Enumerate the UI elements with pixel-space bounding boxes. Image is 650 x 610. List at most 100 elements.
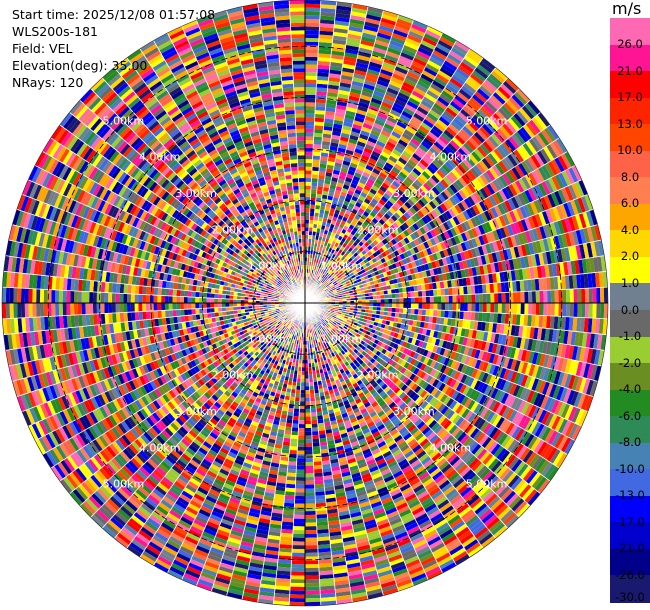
velocity-gate: [388, 335, 394, 342]
velocity-gate: [476, 340, 483, 351]
velocity-gate: [292, 545, 305, 550]
velocity-gate: [333, 312, 338, 316]
velocity-gate: [444, 303, 449, 311]
velocity-gate: [293, 412, 300, 417]
velocity-gate: [447, 333, 454, 343]
velocity-gate: [305, 397, 311, 402]
velocity-gate: [585, 332, 592, 349]
velocity-gate: [142, 311, 147, 321]
velocity-gate: [513, 359, 521, 373]
velocity-gate: [575, 361, 583, 377]
velocity-gate: [475, 303, 480, 313]
velocity-gate: [375, 314, 380, 319]
velocity-gate: [492, 353, 499, 366]
velocity-gate: [305, 420, 312, 425]
velocity-gate: [512, 336, 519, 348]
velocity-gate: [396, 322, 402, 329]
velocity-gate: [357, 303, 362, 306]
velocity-gate: [73, 303, 79, 316]
velocity-gate: [138, 311, 144, 321]
velocity-gate: [517, 373, 525, 386]
velocity-gate: [221, 298, 226, 303]
velocity-gate: [81, 303, 86, 315]
velocity-gate: [398, 339, 405, 347]
velocity-gate: [548, 328, 554, 343]
velocity-gate: [127, 284, 132, 294]
velocity-gate: [311, 423, 319, 428]
velocity-gate: [474, 359, 482, 370]
velocity-gate: [509, 347, 517, 359]
velocity-gate: [565, 303, 571, 317]
velocity-gate: [506, 369, 514, 382]
velocity-gate: [553, 342, 560, 357]
velocity-gate: [495, 354, 503, 367]
velocity-gate: [559, 387, 568, 403]
velocity-gate: [96, 292, 101, 303]
velocity-gate: [590, 364, 598, 381]
velocity-gate: [419, 347, 426, 356]
velocity-gate: [51, 303, 56, 317]
velocity-gate: [560, 372, 569, 388]
velocity-gate: [445, 325, 451, 334]
velocity-gate: [210, 303, 215, 308]
velocity-gate: [294, 503, 305, 508]
velocity-gate: [490, 332, 496, 344]
velocity-gate: [488, 352, 496, 364]
velocity-gate: [289, 446, 298, 451]
velocity-gate: [577, 393, 586, 409]
velocity-gate: [329, 311, 334, 314]
velocity-gate: [506, 346, 513, 358]
velocity-gate: [384, 307, 389, 312]
velocity-gate: [73, 290, 79, 303]
velocity-gate: [13, 287, 18, 303]
velocity-gate: [130, 303, 135, 313]
velocity-gate: [299, 401, 305, 406]
velocity-gate: [286, 476, 296, 481]
velocity-gate: [292, 529, 305, 535]
velocity-gate: [490, 303, 495, 313]
velocity-gate: [305, 590, 321, 595]
velocity-gate: [435, 346, 442, 355]
velocity-gate: [311, 419, 318, 425]
velocity-gate: [364, 309, 370, 314]
velocity-gate: [202, 297, 207, 303]
velocity-gate: [499, 355, 507, 368]
velocity-gate: [9, 287, 14, 303]
velocity-gate: [340, 314, 345, 318]
velocity-gate: [305, 461, 314, 466]
velocity-gate: [183, 303, 188, 310]
velocity-gate: [58, 303, 63, 316]
velocity-gate: [391, 326, 397, 333]
velocity-gate: [539, 303, 544, 316]
velocity-gate: [172, 309, 177, 317]
velocity-gate: [531, 377, 540, 392]
velocity-gate: [477, 350, 485, 361]
velocity-gate: [297, 439, 305, 444]
velocity-gate: [499, 367, 507, 380]
velocity-gate: [297, 450, 305, 455]
velocity-gate: [191, 303, 196, 309]
velocity-gate: [458, 319, 464, 328]
velocity-gate: [513, 303, 518, 315]
velocity-gate: [294, 495, 305, 500]
velocity-gate: [589, 333, 596, 349]
velocity-gate: [295, 488, 305, 493]
velocity-gate: [448, 303, 453, 311]
velocity-gate: [426, 350, 433, 359]
velocity-gate: [305, 598, 321, 603]
velocity-gate: [407, 325, 413, 332]
velocity-gate: [123, 312, 128, 322]
velocity-gate: [289, 601, 305, 606]
velocity-gate: [290, 438, 298, 443]
velocity-gate: [142, 303, 147, 312]
velocity-gate: [480, 321, 486, 332]
velocity-gate: [578, 377, 587, 394]
velocity-gate: [538, 315, 544, 328]
velocity-gate: [32, 288, 37, 303]
velocity-gate: [520, 303, 525, 315]
velocity-gate: [153, 303, 158, 311]
velocity-gate: [482, 312, 487, 322]
velocity-gate: [538, 380, 547, 394]
velocity-gate: [146, 286, 151, 295]
velocity-gate: [441, 340, 448, 349]
